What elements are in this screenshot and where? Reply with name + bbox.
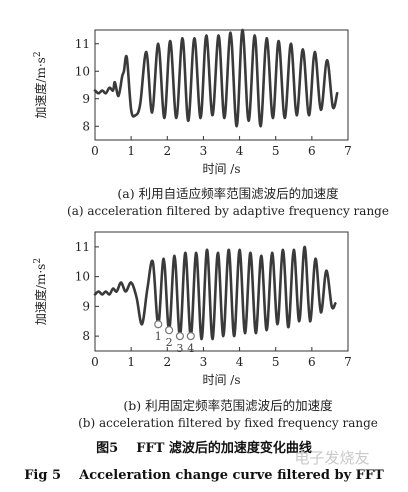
- chart-b-ytick-label: 8: [82, 329, 90, 343]
- chart-b-xtick-label: 3: [200, 355, 208, 369]
- chart-b-xtick-label: 4: [236, 355, 244, 369]
- chart-a-ytick-label: 10: [75, 64, 90, 78]
- chart-b-xlabel: 时间 /s: [202, 373, 240, 387]
- chart-a-series-line: [93, 28, 339, 128]
- chart-b-annotation-label: 3: [176, 342, 183, 355]
- caption-a-en: (a) acceleration filtered by adaptive fr…: [67, 204, 389, 218]
- chart-a-xlabel: 时间 /s: [202, 162, 240, 176]
- chart-a-xtick-label: 4: [236, 144, 244, 158]
- chart-a-xtick-label: 6: [308, 144, 316, 158]
- chart-b-xtick-label: 2: [163, 355, 171, 369]
- chart-b-annotation-marker: [154, 320, 163, 329]
- chart-b-annotation-marker: [175, 332, 185, 341]
- chart-b-plot-frame: [94, 231, 349, 352]
- chart-a-xtick-label: 2: [163, 144, 171, 158]
- chart-a-xtick-label: 1: [127, 144, 135, 158]
- chart-b-xtick-label: 1: [127, 355, 135, 369]
- chart-a-xtick-label: 0: [91, 144, 99, 158]
- chart-b-annotation-label: 1: [155, 330, 162, 343]
- chart-b-ylabel: 加速度/m·s2: [33, 258, 48, 325]
- chart-b-annotation-label: 2: [166, 336, 173, 349]
- chart-b-ytick-label: 9: [82, 299, 90, 313]
- chart-b-xtick-label: 7: [344, 355, 352, 369]
- chart-b-xtick-label: 6: [308, 355, 316, 369]
- chart-a-ylabel-exp: 2: [33, 51, 43, 57]
- chart-b-ylabel-unit: /m·s: [34, 264, 48, 289]
- chart-b-ytick-label: 10: [75, 270, 90, 284]
- chart-a-ytick-label: 11: [75, 37, 90, 51]
- caption-b-zh: (b) 利用固定频率范围滤波后的加速度: [123, 398, 333, 413]
- chart-a-xtick-label: 3: [200, 144, 208, 158]
- caption-b-en: (b) acceleration filtered by fixed frequ…: [78, 416, 378, 430]
- figure-title-zh: 图5 FFT 滤波后的加速度变化曲线: [96, 440, 312, 456]
- chart-a-plot-frame: [94, 29, 349, 141]
- chart-b-annotation-label: 4: [187, 342, 194, 355]
- chart-a-ytick-label: 8: [82, 119, 90, 133]
- chart-b-annotation-marker: [164, 326, 174, 335]
- chart-b-xtick-label: 5: [272, 355, 280, 369]
- watermark: 电子发烧友: [294, 449, 369, 467]
- chart-a-xtick-label: 5: [272, 144, 280, 158]
- chart-b-ylabel-exp: 2: [33, 258, 43, 264]
- chart-a-ylabel-unit: /m·s: [34, 57, 48, 82]
- chart-b-ylabel-name: 加速度: [33, 289, 48, 325]
- chart-a-xtick-label: 7: [344, 144, 352, 158]
- chart-b-annotation-marker: [186, 332, 195, 341]
- chart-a-ytick-label: 9: [82, 92, 90, 106]
- chart-b-ytick-label: 11: [75, 240, 90, 254]
- chart-a-ylabel: 加速度/m·s2: [33, 51, 48, 118]
- figure-title-en: Fig 5 Acceleration change curve filtered…: [24, 468, 384, 483]
- chart-b-xtick-label: 0: [91, 355, 99, 369]
- chart-b-series-line: [93, 245, 337, 341]
- caption-a-zh: (a) 利用自适应频率范围滤波后的加速度: [117, 186, 339, 201]
- chart-a-ylabel-name: 加速度: [33, 83, 48, 119]
